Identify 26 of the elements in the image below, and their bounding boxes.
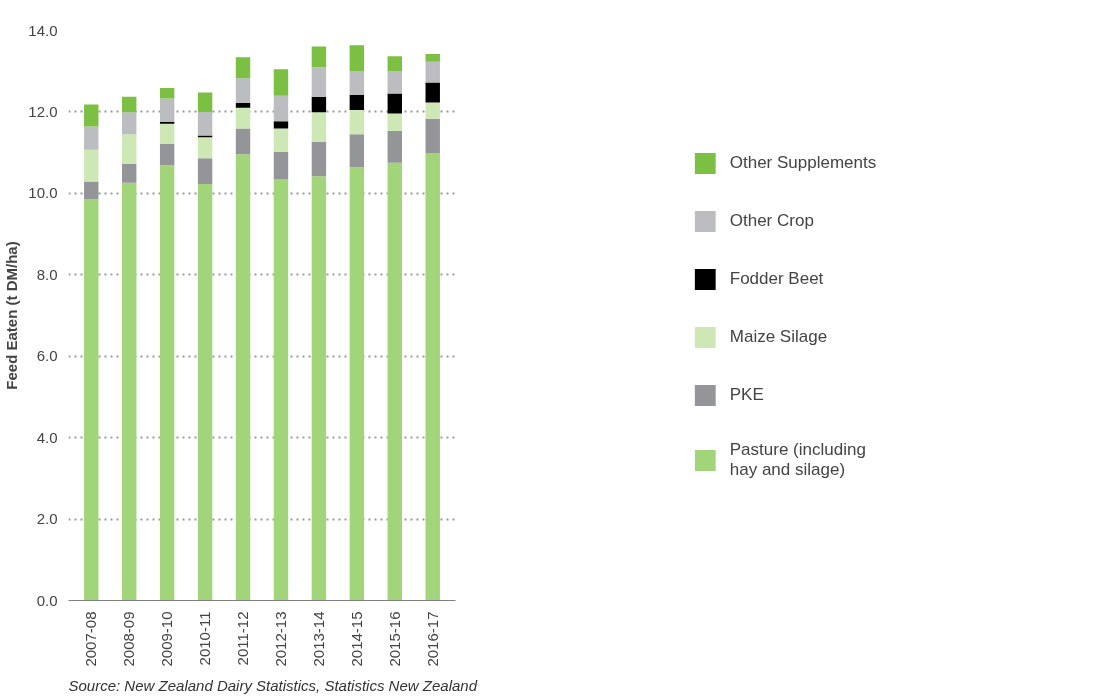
x-tick-label: 2009-10: [158, 611, 176, 667]
legend-label: PKE: [729, 385, 764, 405]
x-tick-label: 2015-16: [385, 611, 403, 667]
y-tick-label: 10.0: [28, 184, 58, 202]
y-tick-label: 6.0: [36, 347, 58, 365]
x-tick-label: 2007-08: [82, 611, 100, 667]
legend-label: Fodder Beet: [729, 269, 824, 289]
x-tick-label: 2013-14: [309, 611, 327, 667]
x-tick-label: 2011-12: [234, 611, 252, 666]
x-tick-label: 2008-09: [120, 611, 138, 667]
x-tick-label: 2016-17: [423, 611, 441, 667]
source-note: Source: New Zealand Dairy Statistics, Statistics New Zealand: [68, 676, 478, 694]
x-tick-label: 2010-11: [196, 611, 214, 666]
y-tick-label: 12.0: [28, 102, 58, 120]
y-tick-label: 4.0: [36, 428, 58, 446]
legend-label: Maize Silage: [729, 327, 828, 347]
y-tick-label: 8.0: [36, 265, 58, 283]
legend-label: Other Supplements: [729, 153, 877, 173]
y-tick-label: 14.0: [28, 21, 58, 39]
y-tick-label: 0.0: [36, 591, 58, 609]
y-tick-label: 2.0: [36, 510, 58, 528]
legend-label: Other Crop: [729, 211, 814, 231]
y-axis-title: Feed Eaten (t DM/ha): [3, 241, 21, 390]
x-tick-label: 2012-13: [271, 611, 289, 667]
legend-label: Pasture (including hay and silage): [729, 440, 866, 480]
x-tick-label: 2014-15: [347, 611, 365, 667]
